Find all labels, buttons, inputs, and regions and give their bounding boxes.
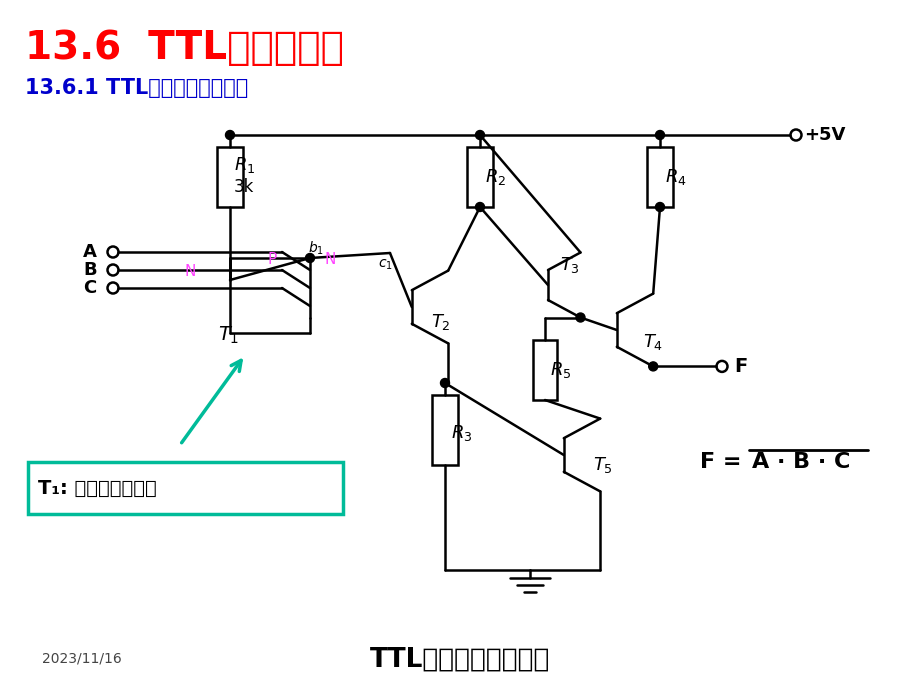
Text: A: A [83, 243, 96, 261]
Bar [432, 395, 458, 465]
Circle shape [654, 202, 664, 212]
Circle shape [440, 379, 449, 388]
Text: 2023/11/16: 2023/11/16 [42, 651, 121, 665]
Text: T₁: 多发射极晶体管: T₁: 多发射极晶体管 [38, 478, 156, 497]
Text: 3k: 3k [233, 178, 254, 196]
Text: N: N [185, 264, 196, 279]
Text: N: N [324, 253, 336, 268]
Text: $R_1$: $R_1$ [233, 155, 255, 175]
Circle shape [475, 130, 484, 139]
Text: $T_5$: $T_5$ [593, 455, 612, 475]
Text: B: B [83, 261, 96, 279]
Text: A · B · C: A · B · C [751, 452, 849, 472]
Text: $T_1$: $T_1$ [218, 324, 239, 346]
Bar [646, 147, 673, 207]
Text: $T_3$: $T_3$ [560, 255, 579, 275]
Text: $R_5$: $R_5$ [550, 360, 571, 380]
Circle shape [475, 202, 484, 212]
Text: F: F [733, 357, 746, 376]
Circle shape [225, 130, 234, 139]
Text: $b_1$: $b_1$ [308, 239, 323, 257]
Bar [28, 462, 343, 514]
Text: $R_2$: $R_2$ [484, 167, 505, 187]
Text: +5V: +5V [803, 126, 845, 144]
Text: $R_4$: $R_4$ [664, 167, 686, 187]
Text: $c_1$: $c_1$ [378, 258, 392, 272]
Text: $T_4$: $T_4$ [642, 332, 663, 352]
Text: TTL与非门的内部结构: TTL与非门的内部结构 [369, 647, 550, 673]
Circle shape [654, 130, 664, 139]
Circle shape [305, 253, 314, 262]
Bar [532, 340, 556, 400]
Circle shape [648, 362, 657, 371]
Text: 13.6.1 TTL与非门的基本原理: 13.6.1 TTL与非门的基本原理 [25, 78, 248, 98]
Text: 13.6  TTL集成门电路: 13.6 TTL集成门电路 [25, 29, 344, 67]
Text: P: P [267, 253, 277, 268]
Circle shape [575, 313, 584, 322]
Bar [467, 147, 493, 207]
Text: $T_2$: $T_2$ [430, 312, 450, 332]
Text: $R_3$: $R_3$ [450, 423, 472, 443]
Bar [217, 147, 243, 207]
Text: C: C [84, 279, 96, 297]
Text: F =: F = [699, 452, 748, 472]
